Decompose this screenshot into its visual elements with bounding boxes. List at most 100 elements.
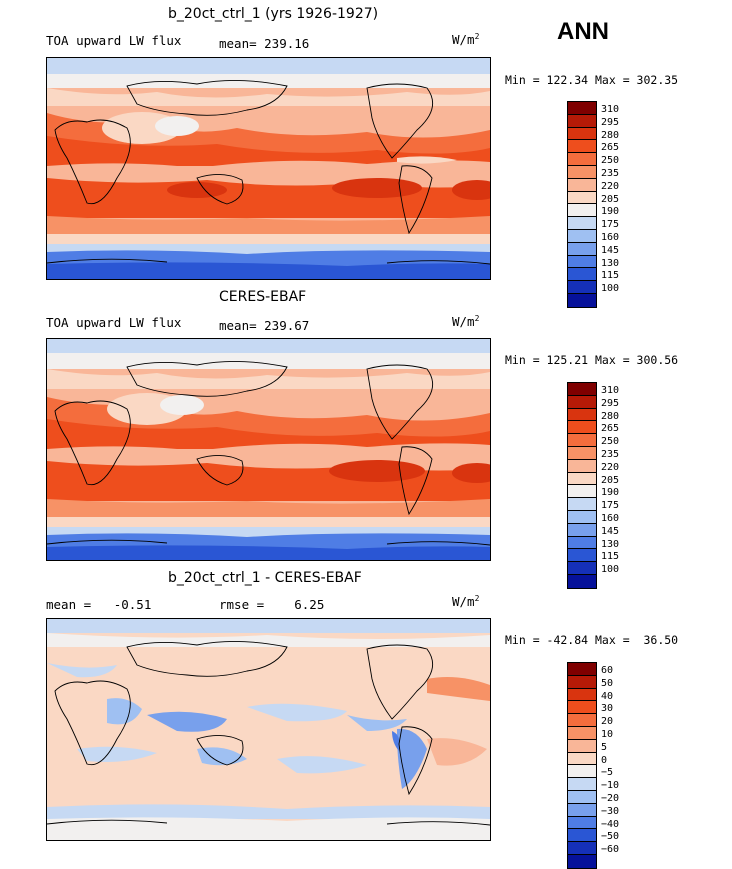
colorbar-cell: [568, 803, 596, 817]
colorbar-tick: 50: [601, 677, 614, 689]
panel2-colorbar: [567, 382, 597, 589]
colorbar-tick: 295: [601, 397, 620, 409]
colorbar-cell: [568, 663, 596, 676]
colorbar-cell: [568, 752, 596, 766]
panel3-colorbar: [567, 662, 597, 869]
colorbar-cell: [568, 816, 596, 830]
colorbar-cell: [568, 293, 596, 307]
panel2-mean: mean= 239.67: [219, 318, 310, 333]
panel3-rmse: rmse = 6.25: [219, 597, 325, 612]
colorbar-cell: [568, 829, 596, 843]
colorbar-cell: [568, 790, 596, 804]
colorbar-tick: 205: [601, 193, 620, 205]
colorbar-tick: 40: [601, 690, 614, 702]
colorbar-cell: [568, 153, 596, 166]
panel3-map-svg: [47, 619, 490, 840]
colorbar-cell: [568, 536, 596, 550]
season-label: ANN: [557, 18, 609, 45]
colorbar-cell: [568, 268, 596, 282]
colorbar-cell: [568, 165, 596, 179]
colorbar-cell: [568, 701, 596, 715]
colorbar-cell: [568, 242, 596, 256]
colorbar-tick: 295: [601, 116, 620, 128]
colorbar-tick: 20: [601, 716, 614, 728]
panel2-map: [46, 338, 491, 561]
colorbar-tick: 145: [601, 525, 620, 537]
colorbar-tick: 160: [601, 232, 620, 243]
colorbar-cell: [568, 255, 596, 269]
colorbar-cell: [568, 562, 596, 575]
colorbar-cell: [568, 459, 596, 473]
panel1-mean: mean= 239.16: [219, 36, 310, 51]
panel3-minmax: Min = -42.84 Max = 36.50: [505, 633, 679, 647]
colorbar-cell: [568, 102, 596, 115]
colorbar-tick: 310: [601, 385, 620, 396]
colorbar-cell: [568, 485, 596, 499]
colorbar-tick: 100: [601, 564, 620, 576]
panel2-minmax: Min = 125.21 Max = 300.56: [505, 353, 679, 367]
panel3-map: [46, 618, 491, 841]
colorbar-cell: [568, 127, 596, 141]
colorbar-cell: [568, 739, 596, 753]
colorbar-cell: [568, 574, 596, 588]
colorbar-cell: [568, 510, 596, 524]
colorbar-tick: 280: [601, 410, 620, 422]
colorbar-cell: [568, 178, 596, 192]
colorbar-tick: 145: [601, 244, 620, 256]
colorbar-tick: 0: [601, 754, 608, 766]
panel1-map-svg: [47, 58, 490, 279]
colorbar-cell: [568, 434, 596, 447]
colorbar-cell: [568, 408, 596, 422]
colorbar-tick: −10: [601, 780, 620, 792]
panel1-title: b_20ct_ctrl_1 (yrs 1926-1927): [168, 6, 379, 22]
colorbar-cell: [568, 217, 596, 230]
colorbar-tick: 130: [601, 538, 620, 550]
colorbar-tick: 265: [601, 142, 620, 154]
colorbar-tick: 115: [601, 270, 620, 282]
colorbar-tick: 60: [601, 665, 614, 676]
colorbar-cell: [568, 229, 596, 243]
panel1-variable: TOA upward LW flux: [46, 33, 182, 48]
colorbar-cell: [568, 191, 596, 205]
colorbar-cell: [568, 281, 596, 294]
colorbar-tick: 175: [601, 219, 620, 231]
colorbar-tick: 190: [601, 487, 620, 499]
panel1-units: W/m2: [452, 32, 480, 48]
colorbar-tick: 235: [601, 168, 620, 179]
colorbar-tick: −50: [601, 831, 620, 843]
colorbar-tick: −20: [601, 793, 620, 804]
panel2-title: CERES-EBAF: [219, 289, 307, 305]
panel1-map: [46, 57, 491, 280]
colorbar-tick: 280: [601, 129, 620, 141]
colorbar-tick: 220: [601, 461, 620, 473]
colorbar-cell: [568, 472, 596, 486]
panel2-variable: TOA upward LW flux: [46, 315, 182, 330]
colorbar-tick: 250: [601, 436, 620, 448]
colorbar-cell: [568, 714, 596, 727]
colorbar-cell: [568, 688, 596, 702]
colorbar-tick: 235: [601, 449, 620, 460]
colorbar-tick: −5: [601, 767, 614, 779]
colorbar-tick: 115: [601, 551, 620, 563]
colorbar-cell: [568, 498, 596, 511]
colorbar-cell: [568, 140, 596, 154]
panel2-map-svg: [47, 339, 490, 560]
panel1-minmax: Min = 122.34 Max = 302.35: [505, 73, 679, 87]
colorbar-tick: 220: [601, 180, 620, 192]
colorbar-cell: [568, 842, 596, 855]
colorbar-cell: [568, 726, 596, 740]
colorbar-tick: 130: [601, 257, 620, 269]
panel2-units: W/m2: [452, 314, 480, 330]
colorbar-tick: 175: [601, 500, 620, 512]
colorbar-cell: [568, 765, 596, 779]
colorbar-tick: 30: [601, 703, 614, 715]
panel3-units: W/m2: [452, 594, 480, 610]
colorbar-cell: [568, 204, 596, 218]
colorbar-cell: [568, 549, 596, 563]
panel1-colorbar: [567, 101, 597, 308]
colorbar-tick: 160: [601, 513, 620, 524]
colorbar-tick: 250: [601, 155, 620, 167]
colorbar-tick: 310: [601, 104, 620, 115]
colorbar-tick: 5: [601, 741, 608, 753]
colorbar-cell: [568, 854, 596, 868]
